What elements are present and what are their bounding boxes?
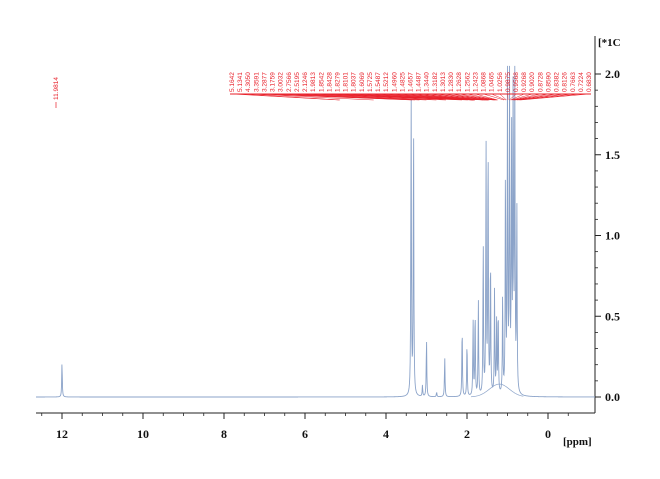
spectrum-line — [36, 65, 595, 398]
y-axis-multiplier-label: [*1C — [598, 37, 621, 49]
peak-label-text: 0.9875 — [505, 72, 512, 92]
y-tick-label: 0.5 — [605, 309, 620, 323]
peak-label-text: 1.0868 — [481, 72, 488, 92]
peak-label-text: 1.8279 — [334, 72, 341, 92]
peak-label-text: 0.9020 — [529, 72, 536, 92]
peak-label-leader — [512, 93, 541, 101]
x-tick-label: 0 — [545, 427, 551, 441]
peak-label-text: 1.5725 — [367, 72, 374, 92]
x-tick-label: 6 — [302, 427, 308, 441]
peak-label-text: 1.0256 — [497, 72, 504, 92]
peak-label-text: 1.6069 — [359, 72, 366, 92]
peak-label-text: 1.5487 — [375, 72, 382, 92]
peak-label-text: 0.9568 — [513, 72, 520, 92]
peak-label-text: 1.4487 — [416, 72, 423, 92]
peak-label-leader — [475, 93, 498, 101]
peak-label-leader — [296, 93, 446, 101]
peak-label-text: 1.3013 — [440, 72, 447, 92]
peak-label-leader — [418, 93, 490, 101]
peak-label-leader — [248, 93, 374, 101]
peak-label-text: 1.2830 — [448, 72, 455, 92]
peak-label-leader — [491, 93, 506, 101]
peak-label-leader — [459, 93, 497, 101]
y-tick-label: 2.0 — [605, 67, 620, 81]
y-tick-label: 1.0 — [605, 229, 620, 243]
peak-label-leader — [272, 93, 420, 101]
peak-label-leader — [442, 93, 496, 101]
peak-label-text: 1.2423 — [472, 72, 479, 92]
peak-label-text: 1.8037 — [351, 72, 358, 92]
peak-label-text: 1.3182 — [432, 72, 439, 92]
peak-label-leader — [511, 93, 533, 101]
peak-label-text: 1.8542 — [318, 72, 325, 92]
peak-label-text: 1.2628 — [456, 72, 463, 92]
peak-label-leader — [509, 93, 517, 101]
peak-label-text: 0.8126 — [562, 72, 569, 92]
peak-label-text: 11.9814 — [53, 77, 60, 100]
peak-label-text: 0.9268 — [521, 72, 528, 92]
chart-axes: 12 10 8 6 4 2 0 0.0 0.5 1.0 1.5 2.0 — [36, 36, 620, 441]
peak-label-text: 5.1341 — [237, 72, 244, 92]
x-tick-label: 12 — [56, 427, 68, 441]
peak-label-text: 1.4960 — [391, 72, 398, 92]
peak-label-text: 0.8728 — [537, 72, 544, 92]
peak-label-text: 3.0032 — [278, 72, 285, 92]
y-tick-label: 1.5 — [605, 148, 620, 162]
peak-label-text: 3.3591 — [253, 72, 260, 92]
x-tick-label: 2 — [464, 427, 470, 441]
peak-label-text: 1.3440 — [424, 72, 431, 92]
peak-label-leader — [280, 93, 427, 101]
peak-label-text: 5.1642 — [229, 72, 236, 92]
peak-label-text: 0.7224 — [578, 72, 585, 92]
peak-label-text: 1.4657 — [408, 72, 415, 92]
peak-label-leader — [483, 93, 505, 101]
peak-label-leader — [451, 93, 497, 101]
x-tick-label: 10 — [137, 427, 149, 441]
peak-label-text: 3.1759 — [270, 72, 277, 92]
peak-label-leader — [515, 93, 565, 101]
peak-label-leader — [520, 93, 590, 101]
peak-label-text: 4.3050 — [245, 72, 252, 92]
peak-label-text: 0.8590 — [545, 72, 552, 92]
x-axis-unit-label: [ppm] — [563, 436, 592, 448]
peak-label-text: 1.5212 — [383, 72, 390, 92]
peak-label-text: 0.6830 — [586, 72, 593, 92]
spectrum-hump — [471, 383, 524, 398]
peak-label-text: 0.8382 — [554, 72, 561, 92]
y-tick-label: 0.0 — [605, 390, 620, 404]
peak-label-text: 1.8101 — [343, 72, 350, 92]
spectrum-line-group — [36, 65, 595, 398]
peak-label-leader — [516, 93, 573, 101]
peak-label-text: 1.4825 — [399, 72, 406, 92]
peak-label-text: 1.8428 — [326, 72, 333, 92]
peak-label-text: 2.7566 — [286, 72, 293, 92]
peak-label-leader — [510, 93, 525, 101]
x-tick-label: 8 — [221, 427, 227, 441]
peak-label-leader — [467, 93, 498, 101]
peak-label-leader — [514, 93, 557, 101]
peak-label-text: 1.0465 — [489, 72, 496, 92]
peak-label-text: 2.5195 — [294, 72, 301, 92]
peak-label-leader — [240, 93, 341, 101]
peak-label-text: 0.7663 — [570, 72, 577, 92]
peak-label-leader — [499, 93, 507, 101]
peak-label-leader — [513, 93, 549, 101]
peak-label-text: 3.2877 — [261, 72, 268, 92]
x-tick-label: 4 — [383, 427, 389, 441]
peak-label-leader — [288, 93, 437, 101]
peak-label-leader — [353, 93, 475, 101]
peak-label-text: 2.1246 — [302, 72, 309, 92]
peak-labels-group: 11.9814 5.1642 5.1341 4.3050 3.3591 3.2877 3.1… — [53, 72, 593, 108]
peak-label-text: 1.2562 — [464, 72, 471, 92]
peak-label-text: 1.9813 — [310, 72, 317, 92]
